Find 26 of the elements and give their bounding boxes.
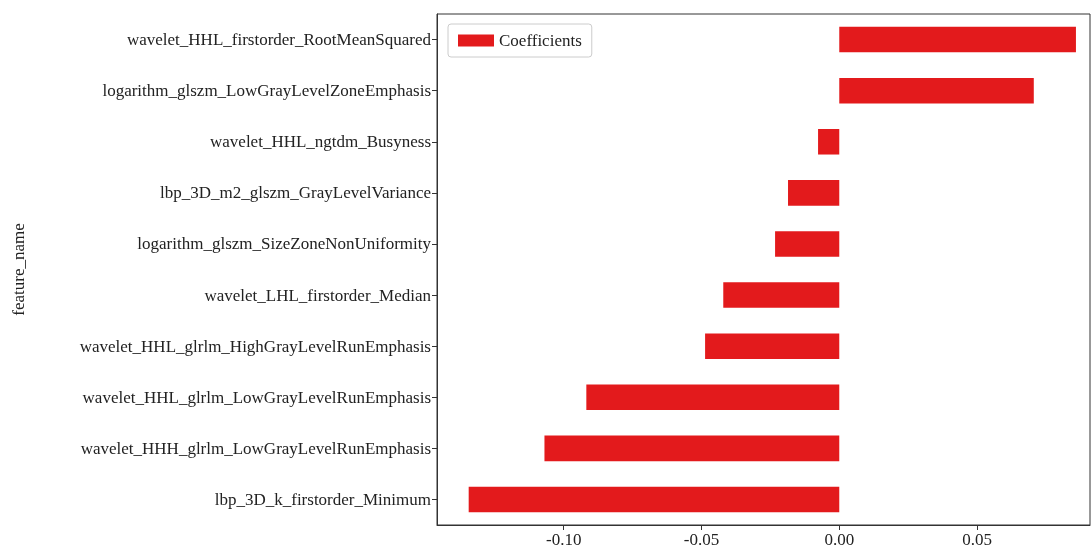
y-tick-label: wavelet_HHL_firstorder_RootMeanSquared xyxy=(126,30,432,50)
y-tick-label: wavelet_LHL_firstorder_Median xyxy=(204,285,432,305)
bar xyxy=(818,128,840,155)
x-tick-label: 0.05 xyxy=(962,530,992,549)
bar xyxy=(839,26,1076,53)
y-tick-label: wavelet_HHL_glrlm_LowGrayLevelRunEmphasis xyxy=(82,387,431,407)
x-tick-label: 0.00 xyxy=(824,530,855,549)
y-tick-label: lbp_3D_k_firstorder_Minimum xyxy=(214,489,431,509)
y-tick-label: wavelet_HHH_glrlm_LowGrayLevelRunEmphasis xyxy=(80,438,431,458)
y-tick-label: lbp_3D_m2_glszm_GrayLevelVariance xyxy=(160,183,431,203)
y-tick-label: logarithm_glszm_SizeZoneNonUniformity xyxy=(137,234,432,254)
x-tick-label: -0.05 xyxy=(683,530,720,549)
bar xyxy=(544,435,840,462)
y-axis-title: feature_name xyxy=(9,223,28,316)
bar xyxy=(723,282,840,308)
bar xyxy=(839,77,1034,104)
bar xyxy=(705,333,840,359)
x-tick-label: -0.10 xyxy=(546,530,582,549)
y-tick-label: wavelet_HHL_ngtdm_Busyness xyxy=(210,132,431,152)
legend-label: Coefficients xyxy=(499,31,582,50)
bar xyxy=(788,180,840,206)
bar xyxy=(775,231,840,257)
bar xyxy=(586,384,840,411)
bar xyxy=(468,486,840,513)
y-tick-label: wavelet_HHL_glrlm_HighGrayLevelRunEmphasis xyxy=(79,336,431,356)
y-tick-label: logarithm_glszm_LowGrayLevelZoneEmphasis xyxy=(102,81,431,101)
